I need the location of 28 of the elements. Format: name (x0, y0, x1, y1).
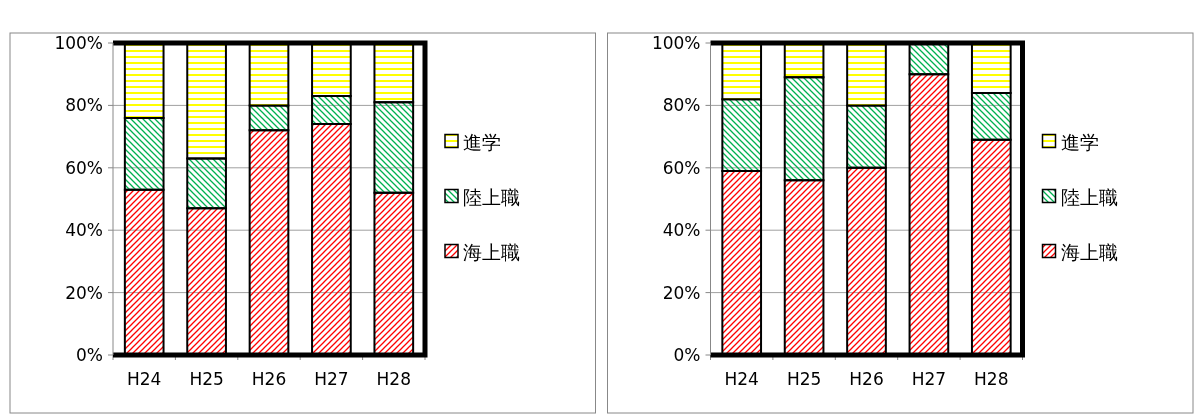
y-tick-label: 20% (65, 282, 103, 303)
x-tick-label: H26 (251, 369, 287, 389)
legend-label: 陸上職 (463, 185, 520, 208)
y-tick-label: 0% (76, 345, 103, 365)
y-tick-label: 0% (673, 345, 701, 365)
x-tick-label: H24 (724, 369, 759, 389)
legend-label: 進学 (1060, 130, 1099, 153)
y-tick-label: 40% (65, 220, 103, 241)
x-tick-label: H25 (189, 369, 224, 389)
x-tick-label: H27 (911, 369, 947, 389)
x-tick-label: H26 (849, 369, 884, 389)
legend-label: 陸上職 (1060, 185, 1118, 208)
y-tick-label: 100% (651, 33, 701, 53)
y-tick-label: 80% (662, 95, 701, 116)
y-tick-label: 60% (662, 157, 701, 178)
y-tick-label: 20% (662, 282, 701, 303)
x-tick-label: H27 (314, 369, 349, 389)
y-tick-label: 40% (662, 220, 701, 241)
x-tick-label: H24 (126, 369, 162, 389)
y-tick-label: 100% (54, 33, 103, 53)
legend-label: 進学 (463, 130, 501, 153)
y-tick-label: 80% (65, 95, 103, 116)
x-tick-label: H28 (376, 369, 412, 389)
legend-label: 海上職 (1060, 240, 1118, 263)
x-tick-label: H25 (786, 369, 822, 389)
x-tick-label: H28 (974, 369, 1009, 389)
y-tick-label: 60% (65, 157, 103, 178)
legend-label: 海上職 (463, 240, 520, 263)
